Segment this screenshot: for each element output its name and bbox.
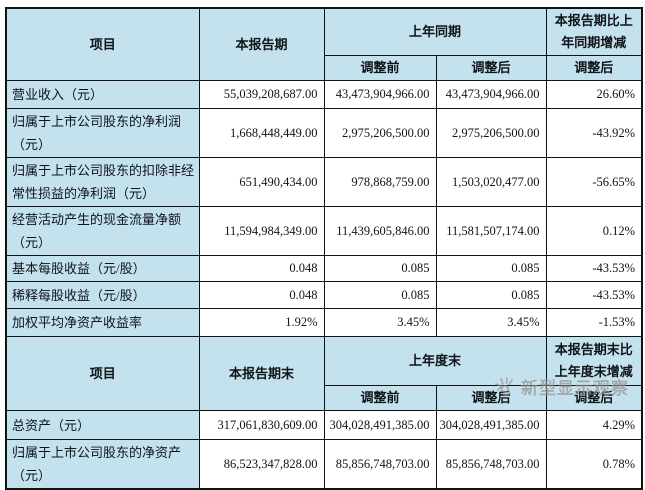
cell-before-adjust: 304,028,491,385.00 — [323, 410, 437, 440]
t2-subheader-before-adjust: 调整前 — [323, 385, 437, 411]
cell-after-adjust: 0.085 — [435, 281, 547, 309]
cell-current: 55,039,208,687.00 — [198, 80, 325, 109]
row-label: 归属于上市公司股东的净资产（元） — [5, 439, 200, 490]
cell-current: 1,668,448,449.00 — [198, 108, 325, 158]
t2-header-item: 项目 — [5, 336, 200, 411]
t2-header-current-period-end: 本报告期末 — [198, 336, 325, 411]
cell-current: 0.048 — [198, 255, 325, 282]
cell-before-adjust: 85,856,748,703.00 — [323, 439, 437, 490]
t1-header-current-period: 本报告期 — [198, 7, 325, 81]
cell-before-adjust: 2,975,206,500.00 — [323, 108, 437, 158]
row-label: 基本每股收益（元/股） — [5, 255, 200, 282]
cell-current: 651,490,434.00 — [198, 157, 325, 207]
t1-subheader-after-adjust: 调整后 — [435, 55, 547, 81]
row-label: 稀释每股收益（元/股） — [5, 281, 200, 309]
table-row: 加权平均净资产收益率 1.92% 3.45% 3.45% -1.53% — [5, 308, 643, 337]
t1-subheader-change-after-adjust: 调整后 — [545, 55, 643, 81]
cell-change: 0.78% — [545, 439, 643, 490]
cell-before-adjust: 11,439,605,846.00 — [323, 206, 437, 256]
t1-subheader-before-adjust: 调整前 — [323, 55, 437, 81]
cell-change: -43.92% — [545, 108, 643, 158]
table-row: 经营活动产生的现金流量净额（元） 11,594,984,349.00 11,43… — [5, 206, 643, 256]
cell-change: -56.65% — [545, 157, 643, 207]
row-label: 加权平均净资产收益率 — [5, 308, 200, 337]
t1-header-item: 项目 — [5, 7, 200, 81]
financial-report-page: { "colors": { "header_fill": "#c3e2ee", … — [5, 7, 644, 490]
t1-header-prior-period-group: 上年同期 — [323, 7, 547, 56]
cell-current: 0.048 — [198, 281, 325, 309]
row-label: 归属于上市公司股东的净利润（元） — [5, 108, 200, 158]
cell-after-adjust: 11,581,507,174.00 — [435, 206, 547, 256]
cell-before-adjust: 43,473,904,966.00 — [323, 80, 437, 109]
row-label: 经营活动产生的现金流量净额（元） — [5, 206, 200, 256]
cell-change: 0.12% — [545, 206, 643, 256]
cell-after-adjust: 43,473,904,966.00 — [435, 80, 547, 109]
cell-after-adjust: 85,856,748,703.00 — [435, 439, 547, 490]
cell-current: 11,594,984,349.00 — [198, 206, 325, 256]
table-row: 归属于上市公司股东的净利润（元） 1,668,448,449.00 2,975,… — [5, 108, 643, 158]
table-row: 归属于上市公司股东的净资产（元） 86,523,347,828.00 85,85… — [5, 439, 643, 490]
t2-header-change: 本报告期末比上年度末增减 — [545, 336, 643, 386]
cell-change: 26.60% — [545, 80, 643, 109]
row-label: 营业收入（元） — [5, 80, 200, 109]
cell-after-adjust: 2,975,206,500.00 — [435, 108, 547, 158]
table-row: 营业收入（元） 55,039,208,687.00 43,473,904,966… — [5, 80, 643, 109]
table-row: 归属于上市公司股东的扣除非经常性损益的净利润（元） 651,490,434.00… — [5, 157, 643, 207]
cell-before-adjust: 978,868,759.00 — [323, 157, 437, 207]
t2-subheader-change-after-adjust: 调整后 — [545, 385, 643, 411]
cell-change: -43.53% — [545, 281, 643, 309]
cell-change: -1.53% — [545, 308, 643, 337]
cell-change: -43.53% — [545, 255, 643, 282]
cell-before-adjust: 3.45% — [323, 308, 437, 337]
cell-current: 317,061,830,609.00 — [198, 410, 325, 440]
cell-after-adjust: 1,503,020,477.00 — [435, 157, 547, 207]
row-label: 归属于上市公司股东的扣除非经常性损益的净利润（元） — [5, 157, 200, 207]
financial-summary-table: 项目 本报告期 上年同期 本报告期比上年同期增减 调整前 调整后 调整后 营业收… — [5, 7, 644, 490]
t2-subheader-after-adjust: 调整后 — [435, 385, 547, 411]
table-row: 基本每股收益（元/股） 0.048 0.085 0.085 -43.53% — [5, 255, 643, 282]
row-label: 总资产（元） — [5, 410, 200, 440]
cell-before-adjust: 0.085 — [323, 255, 437, 282]
cell-current: 86,523,347,828.00 — [198, 439, 325, 490]
cell-after-adjust: 304,028,491,385.00 — [435, 410, 547, 440]
table-row: 总资产（元） 317,061,830,609.00 304,028,491,38… — [5, 410, 643, 440]
cell-after-adjust: 0.085 — [435, 255, 547, 282]
cell-change: 4.29% — [545, 410, 643, 440]
t1-header-change: 本报告期比上年同期增减 — [545, 7, 643, 56]
cell-after-adjust: 3.45% — [435, 308, 547, 337]
cell-before-adjust: 0.085 — [323, 281, 437, 309]
cell-current: 1.92% — [198, 308, 325, 337]
table-row: 稀释每股收益（元/股） 0.048 0.085 0.085 -43.53% — [5, 281, 643, 309]
t2-header-prior-year-end-group: 上年度末 — [323, 336, 547, 386]
